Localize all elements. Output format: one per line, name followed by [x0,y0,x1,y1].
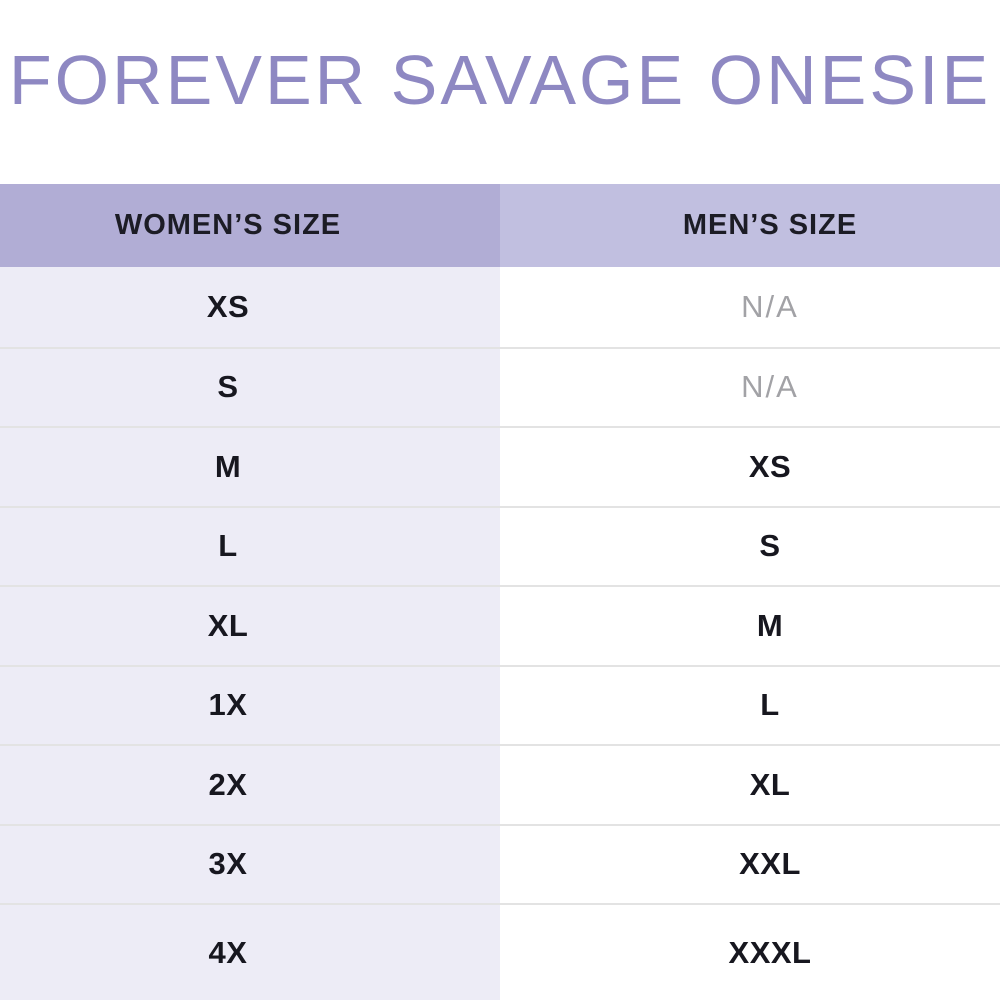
womens-size-value: 4X [0,903,500,1000]
mens-size-value: M [500,585,1000,665]
table-row: 3X XXL [0,823,1000,903]
table-row: 2X XL [0,744,1000,824]
womens-size-value: 1X [0,664,500,744]
table-header-row: WOMEN’S SIZE MEN’S SIZE [0,184,1000,267]
womens-size-value: 2X [0,744,500,824]
womens-size-value: 3X [0,823,500,903]
size-chart-table: WOMEN’S SIZE MEN’S SIZE XS N/A S N/A M X… [0,184,1000,1000]
womens-size-value: S [0,346,500,426]
column-header-womens-size: WOMEN’S SIZE [0,184,500,267]
mens-size-value: N/A [500,267,1000,347]
title-bar: FOREVER SAVAGE ONESIE [0,0,1000,184]
mens-size-value: N/A [500,346,1000,426]
womens-size-value: L [0,505,500,585]
table-row: XS N/A [0,267,1000,347]
womens-size-value: M [0,426,500,506]
mens-size-value: XS [500,426,1000,506]
table-row: XL M [0,585,1000,665]
table-body: XS N/A S N/A M XS L S XL M 1X L 2X XL 3 [0,267,1000,1000]
womens-size-value: XS [0,267,500,347]
table-row: S N/A [0,346,1000,426]
table-row: M XS [0,426,1000,506]
mens-size-value: XXL [500,823,1000,903]
table-row: L S [0,505,1000,585]
womens-size-value: XL [0,585,500,665]
mens-size-value: XL [500,744,1000,824]
mens-size-value: S [500,505,1000,585]
column-header-mens-size: MEN’S SIZE [500,184,1000,267]
table-row: 4X XXXL [0,903,1000,1000]
page-title: FOREVER SAVAGE ONESIE [8,41,992,119]
table-row: 1X L [0,664,1000,744]
mens-size-value: XXXL [500,903,1000,1000]
mens-size-value: L [500,664,1000,744]
